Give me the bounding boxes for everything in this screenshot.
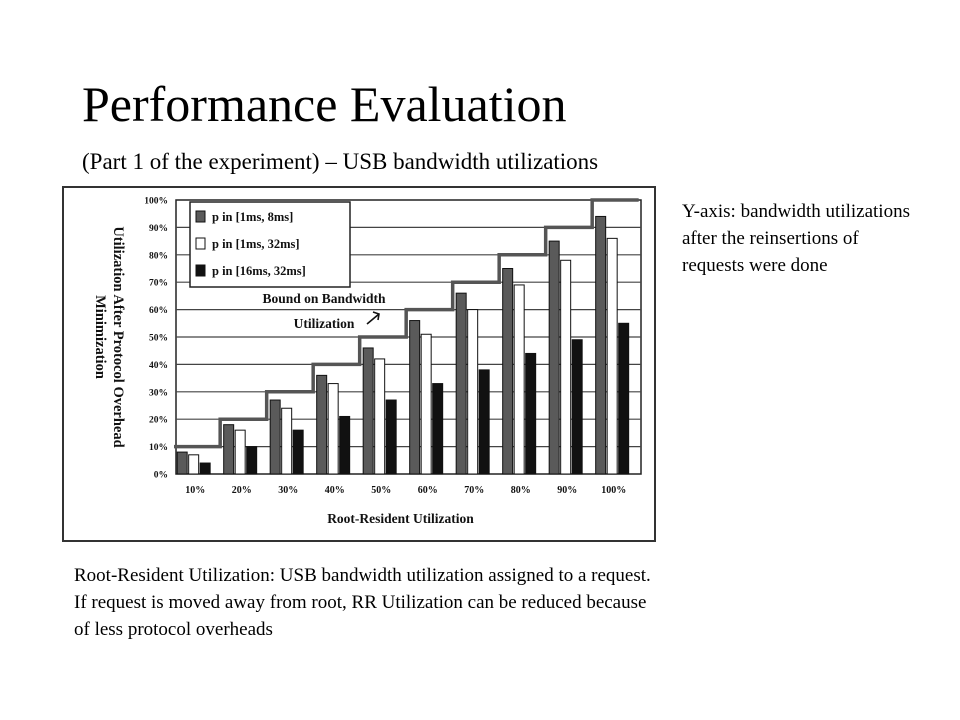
root-resident-note: Root-Resident Utilization: USB bandwidth…	[74, 562, 934, 643]
bar	[339, 415, 351, 475]
note-line: of less protocol overheads	[74, 619, 273, 640]
y-tick-label: 100%	[144, 197, 168, 207]
bar	[281, 407, 293, 475]
y-tick-label: 80%	[149, 251, 168, 261]
legend-box	[189, 201, 351, 288]
bar	[316, 374, 328, 475]
bar	[269, 399, 281, 475]
legend-swatch	[195, 210, 206, 223]
bar	[176, 451, 188, 475]
bound-annotation: Utilization	[294, 316, 355, 331]
bound-annotation: Bound on Bandwidth	[262, 291, 386, 306]
x-tick-label: 100%	[601, 485, 626, 496]
y-axis-label: Utilization After Protocol Overhead	[110, 226, 126, 447]
y-tick-label: 10%	[149, 443, 168, 453]
y-tick-label: 30%	[149, 388, 168, 398]
chart-frame: 0% 10% 20% 30% 40% 50% 60% 70% 80% 90% 100% 10% 20% 3…	[62, 186, 656, 542]
bar	[385, 399, 397, 475]
legend-swatch	[195, 264, 206, 277]
bar-chart: 0% 10% 20% 30% 40% 50% 60% 70% 80% 90% 100% 10% 20% 3…	[92, 197, 642, 526]
bar	[188, 454, 200, 475]
x-tick-label: 80%	[511, 485, 531, 496]
x-tick-label: 90%	[557, 485, 577, 496]
legend-label: p in [1ms, 32ms]	[212, 237, 300, 251]
bound-step-line	[174, 198, 639, 449]
bar	[455, 292, 467, 475]
y-tick-label: 70%	[149, 279, 168, 289]
bar	[618, 322, 630, 475]
y-axis-note: Y-axis: bandwidth utilizations after the…	[682, 201, 910, 276]
note-line: Root-Resident Utilization: USB bandwidth…	[74, 565, 651, 586]
bar	[502, 268, 514, 475]
bar	[223, 424, 235, 475]
legend-label: p in [16ms, 32ms]	[212, 264, 306, 278]
bar	[292, 429, 304, 475]
bar	[199, 462, 211, 475]
x-tick-label: 20%	[232, 485, 252, 496]
y-tick-label: 0%	[154, 471, 168, 481]
x-tick-label: 60%	[418, 485, 438, 496]
slide-title: Performance Evaluation	[82, 76, 567, 132]
bar	[548, 240, 560, 475]
annotation-arrow	[366, 311, 380, 325]
y-tick-label: 50%	[149, 334, 168, 344]
y-axis-label: Minimization	[92, 295, 108, 379]
bar	[374, 358, 386, 475]
bar	[571, 339, 583, 475]
x-axis-label: Root-Resident Utilization	[327, 511, 474, 526]
bar	[362, 347, 374, 475]
bar	[513, 284, 525, 475]
bar	[420, 333, 432, 475]
x-tick-label: 40%	[325, 485, 345, 496]
bar	[409, 320, 421, 475]
x-tick-label: 30%	[278, 485, 298, 496]
y-tick-label: 20%	[149, 416, 168, 426]
bar	[327, 383, 339, 475]
bar	[525, 352, 537, 475]
bar	[560, 259, 572, 475]
y-tick-label: 60%	[149, 306, 168, 316]
bar	[432, 383, 444, 475]
bar	[595, 215, 607, 475]
bar	[606, 237, 618, 475]
slide-subtitle: (Part 1 of the experiment) – USB bandwid…	[82, 149, 599, 174]
bar	[246, 446, 258, 475]
note-line: If request is moved away from root, RR U…	[74, 592, 647, 613]
bar	[478, 369, 490, 475]
y-tick-label: 90%	[149, 224, 168, 234]
x-tick-label: 10%	[185, 485, 205, 496]
y-tick-label: 40%	[149, 361, 168, 371]
legend-label: p in [1ms, 8ms]	[212, 210, 293, 224]
x-tick-label: 70%	[464, 485, 484, 496]
legend-swatch	[195, 237, 206, 250]
bar	[234, 429, 246, 475]
x-tick-label: 50%	[371, 485, 391, 496]
bar	[467, 309, 479, 475]
